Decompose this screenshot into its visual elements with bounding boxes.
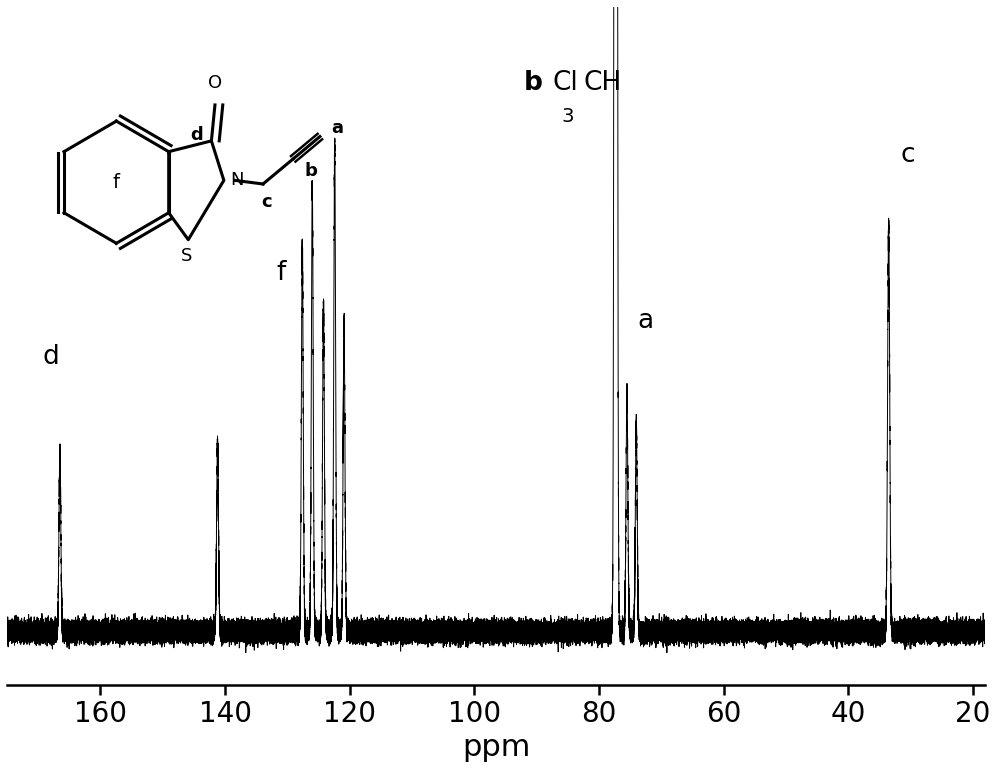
X-axis label: ppm: ppm (462, 733, 530, 762)
Text: c: c (900, 141, 915, 168)
Text: Cl: Cl (552, 70, 578, 96)
Text: 3: 3 (562, 107, 574, 126)
Text: b: b (524, 70, 543, 96)
Text: f: f (276, 261, 286, 287)
Text: a: a (638, 308, 654, 334)
Text: d: d (42, 344, 59, 370)
Text: CH: CH (583, 70, 622, 96)
